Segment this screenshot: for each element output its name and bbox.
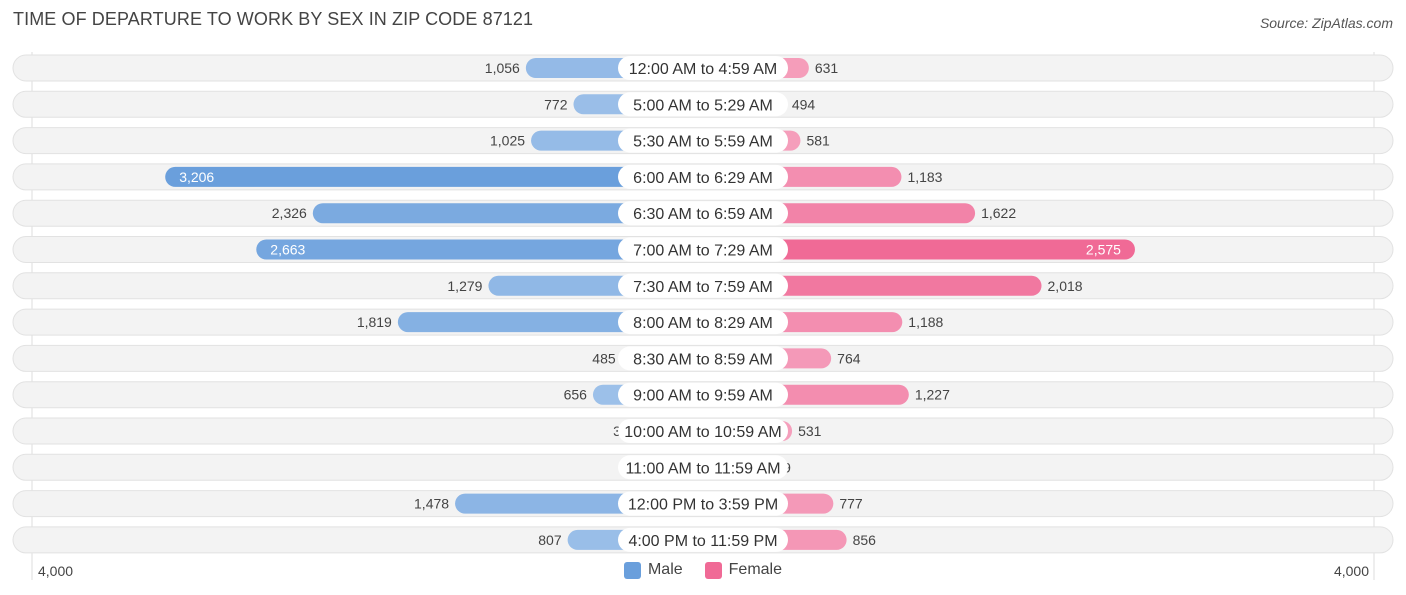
category-label: 7:30 AM to 7:59 AM [633,279,773,296]
legend: Male Female [0,561,1406,579]
male-value-label: 1,056 [485,60,520,76]
male-value-label: 3,206 [179,169,214,185]
category-pill [618,237,788,262]
category-pill [618,164,788,189]
chart-title: TIME OF DEPARTURE TO WORK BY SEX IN ZIP … [13,9,534,29]
female-value-label: 856 [853,532,877,548]
female-bar [703,275,1042,296]
category-pill [618,92,788,117]
male-value-label: 1,478 [414,496,449,512]
female-value-label: 631 [815,60,839,76]
category-label: 12:00 AM to 4:59 AM [629,61,778,78]
male-value-label: 1,819 [357,314,392,330]
legend-item-male[interactable]: Male [623,561,683,579]
category-label: 8:00 AM to 8:29 AM [633,315,773,332]
category-label: 10:00 AM to 10:59 AM [624,424,781,441]
category-pill [618,419,788,443]
male-value-label: 807 [538,532,562,548]
axis-max-label: 4,000 [1334,563,1369,579]
male-value-label: 1,279 [447,278,482,294]
source-note: Source: ZipAtlas.com [1259,15,1393,31]
category-label: 8:30 AM to 8:59 AM [633,351,773,368]
male-value-label: 772 [544,96,568,112]
category-pill [618,491,788,516]
male-value-label: 2,326 [272,205,307,221]
category-pill [618,455,788,480]
female-value-label: 1,183 [907,169,942,185]
female-value-label: 1,622 [981,205,1016,221]
female-value-label: 777 [839,496,863,512]
female-value-label: 764 [837,350,861,366]
female-value-label: 1,188 [908,314,943,330]
female-value-label: 1,227 [915,387,950,403]
axis-min-label: 4,000 [38,563,73,579]
category-pill [618,273,788,298]
category-label: 11:00 AM to 11:59 AM [625,460,780,477]
category-label: 5:00 AM to 5:29 AM [633,97,773,114]
legend-label-female: Female [728,561,783,578]
legend-label-male: Male [647,561,683,578]
male-value-label: 1,025 [490,133,525,149]
category-label: 7:00 AM to 7:29 AM [633,243,773,260]
male-value-label: 656 [564,387,588,403]
category-label: 6:30 AM to 6:59 AM [633,206,773,223]
legend-swatch-male [623,561,641,579]
legend-swatch-female [704,561,722,579]
female-value-label: 581 [806,133,830,149]
male-bar [312,203,703,224]
category-label: 4:00 PM to 11:59 PM [628,533,777,550]
category-label: 6:00 AM to 6:29 AM [633,170,773,187]
category-pill [618,527,788,552]
female-bar [703,239,1135,260]
female-value-label: 494 [792,96,816,112]
category-pill [618,382,788,407]
category-pill [618,128,788,153]
male-value-label: 2,663 [270,242,305,258]
female-value-label: 2,575 [1086,242,1121,258]
category-pill [618,201,788,226]
category-label: 5:30 AM to 5:59 AM [633,134,773,151]
male-value-label: 485 [592,350,616,366]
female-value-label: 2,018 [1048,278,1083,294]
category-pill [618,346,788,371]
male-bar [165,166,704,187]
female-value-label: 531 [798,423,822,439]
category-pill [618,56,788,80]
male-bar [256,239,703,260]
legend-item-female[interactable]: Female [704,561,783,579]
category-label: 9:00 AM to 9:59 AM [633,388,773,405]
category-label: 12:00 PM to 3:59 PM [628,497,778,514]
category-pill [618,310,788,335]
